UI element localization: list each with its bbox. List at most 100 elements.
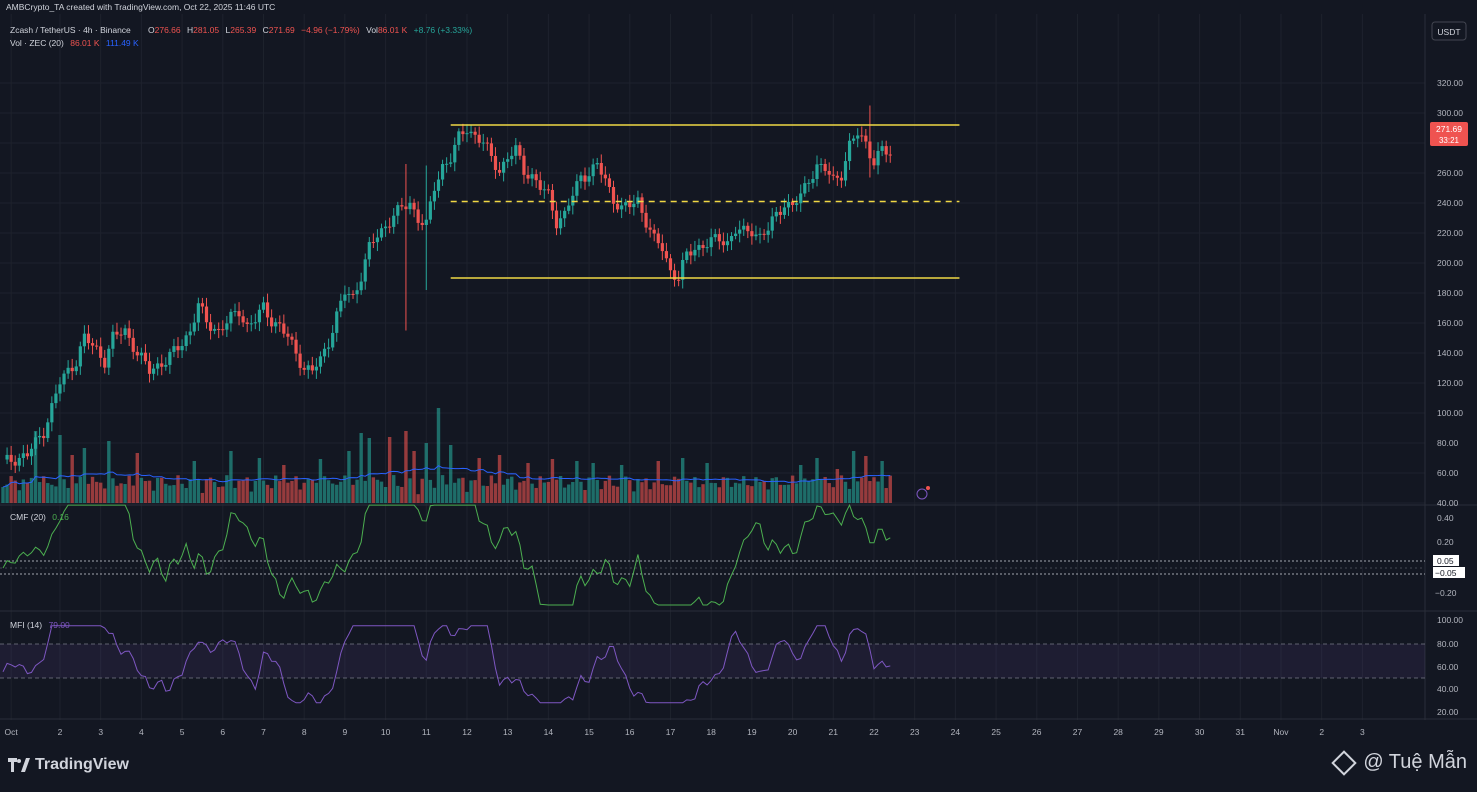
volume-bar bbox=[554, 479, 559, 503]
candle-body bbox=[327, 347, 331, 349]
volume-bar bbox=[42, 476, 46, 503]
volume-bar bbox=[412, 451, 416, 503]
volume-bar bbox=[599, 489, 603, 503]
candle-body bbox=[147, 361, 152, 374]
candle-body bbox=[738, 229, 742, 234]
volume-bar bbox=[693, 477, 697, 503]
volume-bar bbox=[290, 480, 294, 503]
candle-body bbox=[445, 163, 449, 165]
volume-bar bbox=[823, 477, 827, 503]
volume-bar bbox=[485, 486, 490, 503]
candle-body bbox=[534, 174, 538, 181]
candle-body bbox=[603, 174, 607, 179]
volume-bar bbox=[558, 475, 563, 503]
candle-body bbox=[587, 176, 591, 182]
candle-body bbox=[432, 190, 437, 202]
volume-bar bbox=[579, 481, 583, 503]
candles bbox=[5, 105, 892, 473]
time-tick: 30 bbox=[1195, 727, 1205, 737]
cmf-tick-0.20: 0.20 bbox=[1437, 537, 1454, 547]
volume-bar bbox=[611, 485, 616, 503]
candle-body bbox=[721, 241, 725, 246]
volume-bar bbox=[273, 475, 278, 503]
volume-bar bbox=[546, 481, 551, 503]
candle-body bbox=[225, 323, 229, 330]
volume-bar bbox=[404, 431, 408, 503]
candle-body bbox=[151, 368, 156, 374]
mfi-tick-60: 60.00 bbox=[1437, 662, 1459, 672]
mfi-axis[interactable]: 100.00 80.00 60.00 40.00 20.00 bbox=[1437, 615, 1463, 717]
volume-bar bbox=[656, 461, 660, 503]
cmf-tick-0.05: 0.05 bbox=[1437, 556, 1454, 566]
volume-bar bbox=[310, 479, 315, 503]
volume-bar bbox=[98, 482, 103, 503]
time-axis[interactable]: Oct 2 3 4 5 6 7 8 9 10 11 12 13 14 15 16 17 18 19 20 21 22 23 2… bbox=[5, 727, 1365, 737]
volume-bar bbox=[705, 463, 709, 503]
price-tick: 240.00 bbox=[1437, 198, 1463, 208]
candle-body bbox=[506, 159, 510, 162]
mfi-tick-100: 100.00 bbox=[1437, 615, 1463, 625]
candle-body bbox=[54, 393, 58, 404]
volume-bar bbox=[477, 458, 481, 503]
volume-bar bbox=[676, 478, 681, 503]
candle-body bbox=[66, 367, 70, 374]
cmf-axis[interactable]: 0.40 0.20 0.05 −0.05 −0.20 bbox=[1433, 513, 1465, 598]
currency-label: USDT bbox=[1437, 27, 1460, 37]
symbol-title: Zcash / TetherUS · 4h · Binance bbox=[10, 25, 131, 35]
time-tick: 4 bbox=[139, 727, 144, 737]
price-tick: 180.00 bbox=[1437, 288, 1463, 298]
countdown-value: 33:21 bbox=[1439, 136, 1460, 145]
volume-bar bbox=[78, 476, 83, 503]
volume-bar bbox=[416, 494, 420, 503]
candle-body bbox=[827, 170, 831, 175]
candle-body bbox=[184, 335, 188, 347]
price-tick: 40.00 bbox=[1437, 498, 1459, 508]
cmf-line bbox=[2, 503, 891, 606]
volume-bar bbox=[742, 476, 746, 503]
volume-bar bbox=[249, 491, 253, 503]
candle-body bbox=[803, 183, 807, 194]
volume-bar bbox=[176, 475, 180, 503]
candle-body bbox=[644, 212, 648, 228]
currency-button[interactable] bbox=[1431, 21, 1467, 41]
price-axis[interactable]: 320.00300.00280.00260.00240.00220.00200.… bbox=[1437, 78, 1463, 508]
low-label: L bbox=[226, 25, 231, 35]
candle-body bbox=[5, 454, 9, 460]
volume-bar bbox=[147, 480, 152, 503]
candle-body bbox=[453, 144, 457, 163]
chart-pane[interactable]: Zcash / TetherUS · 4h · Binance O276.66 … bbox=[0, 14, 1477, 787]
candle-body bbox=[25, 453, 30, 457]
chart-svg[interactable]: Zcash / TetherUS · 4h · Binance O276.66 … bbox=[0, 14, 1477, 787]
volume-bar bbox=[330, 483, 335, 503]
volume-bar bbox=[591, 463, 595, 503]
candle-body bbox=[237, 311, 241, 317]
time-tick: 23 bbox=[910, 727, 920, 737]
candle-body bbox=[168, 351, 172, 365]
volume-bar bbox=[672, 476, 677, 503]
candle-body bbox=[359, 281, 363, 291]
candle-body bbox=[245, 322, 249, 325]
volume-bar bbox=[62, 479, 66, 503]
volume-bar bbox=[526, 463, 530, 503]
candle-body bbox=[583, 175, 587, 182]
candle-body bbox=[477, 134, 481, 143]
candle-body bbox=[742, 225, 746, 230]
candle-body bbox=[208, 322, 213, 331]
candle-body bbox=[180, 346, 184, 351]
volume-bar bbox=[729, 486, 734, 503]
candle-body bbox=[880, 146, 884, 151]
lightning-icon[interactable] bbox=[916, 488, 928, 500]
volume-bar bbox=[208, 477, 213, 503]
candle-body bbox=[428, 201, 432, 220]
volume-bar bbox=[261, 480, 266, 503]
volume-bar bbox=[799, 465, 803, 503]
candle-body bbox=[660, 243, 664, 252]
volume-bar bbox=[505, 478, 510, 503]
candle-body bbox=[668, 258, 673, 271]
price-tick: 120.00 bbox=[1437, 378, 1463, 388]
volume-bar bbox=[461, 477, 465, 503]
volume-bar bbox=[518, 482, 522, 503]
candle-body bbox=[13, 461, 17, 466]
volume-bar bbox=[184, 487, 188, 503]
grid bbox=[0, 14, 1425, 720]
